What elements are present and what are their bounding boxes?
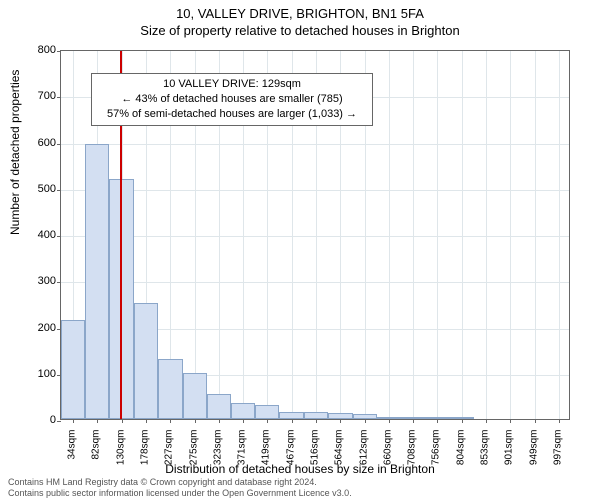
xtick-mark: [462, 419, 463, 423]
footer-line-1: Contains HM Land Registry data © Crown c…: [8, 477, 352, 487]
xtick-mark: [195, 419, 196, 423]
chart-footer: Contains HM Land Registry data © Crown c…: [8, 477, 352, 498]
xtick-mark: [559, 419, 560, 423]
chart-subtitle: Size of property relative to detached ho…: [0, 21, 600, 38]
histogram-bar: [304, 412, 328, 419]
xtick-mark: [122, 419, 123, 423]
grid-line-h: [61, 282, 569, 283]
histogram-bar: [401, 417, 425, 419]
ytick-label: 0: [16, 414, 56, 426]
xtick-mark: [267, 419, 268, 423]
grid-line-v: [486, 51, 487, 419]
xtick-label: 708sqm: [407, 430, 418, 470]
xtick-label: 371sqm: [237, 430, 248, 470]
xtick-label: 997sqm: [552, 430, 563, 470]
ytick-label: 500: [16, 183, 56, 195]
xtick-mark: [486, 419, 487, 423]
xtick-mark: [243, 419, 244, 423]
chart-container: 10, VALLEY DRIVE, BRIGHTON, BN1 5FA Size…: [0, 0, 600, 500]
grid-line-v: [389, 51, 390, 419]
xtick-mark: [146, 419, 147, 423]
histogram-bar: [134, 303, 158, 419]
ytick-label: 300: [16, 275, 56, 287]
xtick-label: 419sqm: [261, 430, 272, 470]
histogram-bar: [425, 417, 449, 419]
histogram-bar: [158, 359, 182, 419]
xtick-label: 130sqm: [115, 430, 126, 470]
ytick-label: 400: [16, 229, 56, 241]
grid-line-v: [437, 51, 438, 419]
xtick-label: 853sqm: [480, 430, 491, 470]
ytick-label: 100: [16, 368, 56, 380]
histogram-bar: [279, 412, 303, 419]
xtick-label: 34sqm: [67, 430, 78, 470]
xtick-label: 227sqm: [164, 430, 175, 470]
histogram-bar: [353, 414, 377, 419]
ytick-mark: [57, 144, 61, 145]
ytick-mark: [57, 236, 61, 237]
plot-area: 10 VALLEY DRIVE: 129sqm← 43% of detached…: [60, 50, 570, 420]
xtick-mark: [73, 419, 74, 423]
xtick-mark: [365, 419, 366, 423]
xtick-label: 323sqm: [212, 430, 223, 470]
histogram-bar: [377, 417, 401, 419]
histogram-bar: [207, 394, 231, 419]
ytick-mark: [57, 97, 61, 98]
grid-line-v: [510, 51, 511, 419]
chart-title: 10, VALLEY DRIVE, BRIGHTON, BN1 5FA: [0, 0, 600, 21]
xtick-label: 804sqm: [455, 430, 466, 470]
xtick-mark: [389, 419, 390, 423]
annotation-box: 10 VALLEY DRIVE: 129sqm← 43% of detached…: [91, 73, 373, 126]
xtick-mark: [316, 419, 317, 423]
ytick-label: 700: [16, 90, 56, 102]
xtick-mark: [510, 419, 511, 423]
xtick-label: 660sqm: [382, 430, 393, 470]
annotation-line-2: ← 43% of detached houses are smaller (78…: [98, 92, 366, 107]
annotation-line-3: 57% of semi-detached houses are larger (…: [98, 107, 366, 122]
ytick-label: 200: [16, 322, 56, 334]
xtick-mark: [437, 419, 438, 423]
histogram-bar: [61, 320, 85, 419]
grid-line-v: [535, 51, 536, 419]
ytick-label: 800: [16, 44, 56, 56]
footer-line-2: Contains public sector information licen…: [8, 488, 352, 498]
grid-line-v: [462, 51, 463, 419]
xtick-label: 516sqm: [310, 430, 321, 470]
xtick-mark: [219, 419, 220, 423]
histogram-bar: [231, 403, 255, 419]
xtick-label: 178sqm: [139, 430, 150, 470]
grid-line-h: [61, 190, 569, 191]
grid-line-h: [61, 144, 569, 145]
histogram-bar: [183, 373, 207, 419]
ytick-label: 600: [16, 137, 56, 149]
xtick-label: 901sqm: [504, 430, 515, 470]
xtick-mark: [340, 419, 341, 423]
xtick-label: 275sqm: [188, 430, 199, 470]
xtick-mark: [97, 419, 98, 423]
xtick-label: 467sqm: [285, 430, 296, 470]
xtick-label: 82sqm: [91, 430, 102, 470]
xtick-mark: [292, 419, 293, 423]
xtick-mark: [413, 419, 414, 423]
histogram-bar: [255, 405, 279, 419]
histogram-bar: [449, 417, 473, 419]
xtick-mark: [170, 419, 171, 423]
ytick-mark: [57, 282, 61, 283]
ytick-mark: [57, 190, 61, 191]
ytick-mark: [57, 51, 61, 52]
grid-line-v: [559, 51, 560, 419]
grid-line-v: [413, 51, 414, 419]
xtick-mark: [535, 419, 536, 423]
grid-line-h: [61, 236, 569, 237]
histogram-bar: [85, 144, 109, 419]
ytick-mark: [57, 421, 61, 422]
xtick-label: 564sqm: [334, 430, 345, 470]
xtick-label: 612sqm: [358, 430, 369, 470]
xtick-label: 949sqm: [528, 430, 539, 470]
annotation-line-1: 10 VALLEY DRIVE: 129sqm: [98, 77, 366, 92]
xtick-label: 756sqm: [431, 430, 442, 470]
histogram-bar: [328, 413, 352, 419]
